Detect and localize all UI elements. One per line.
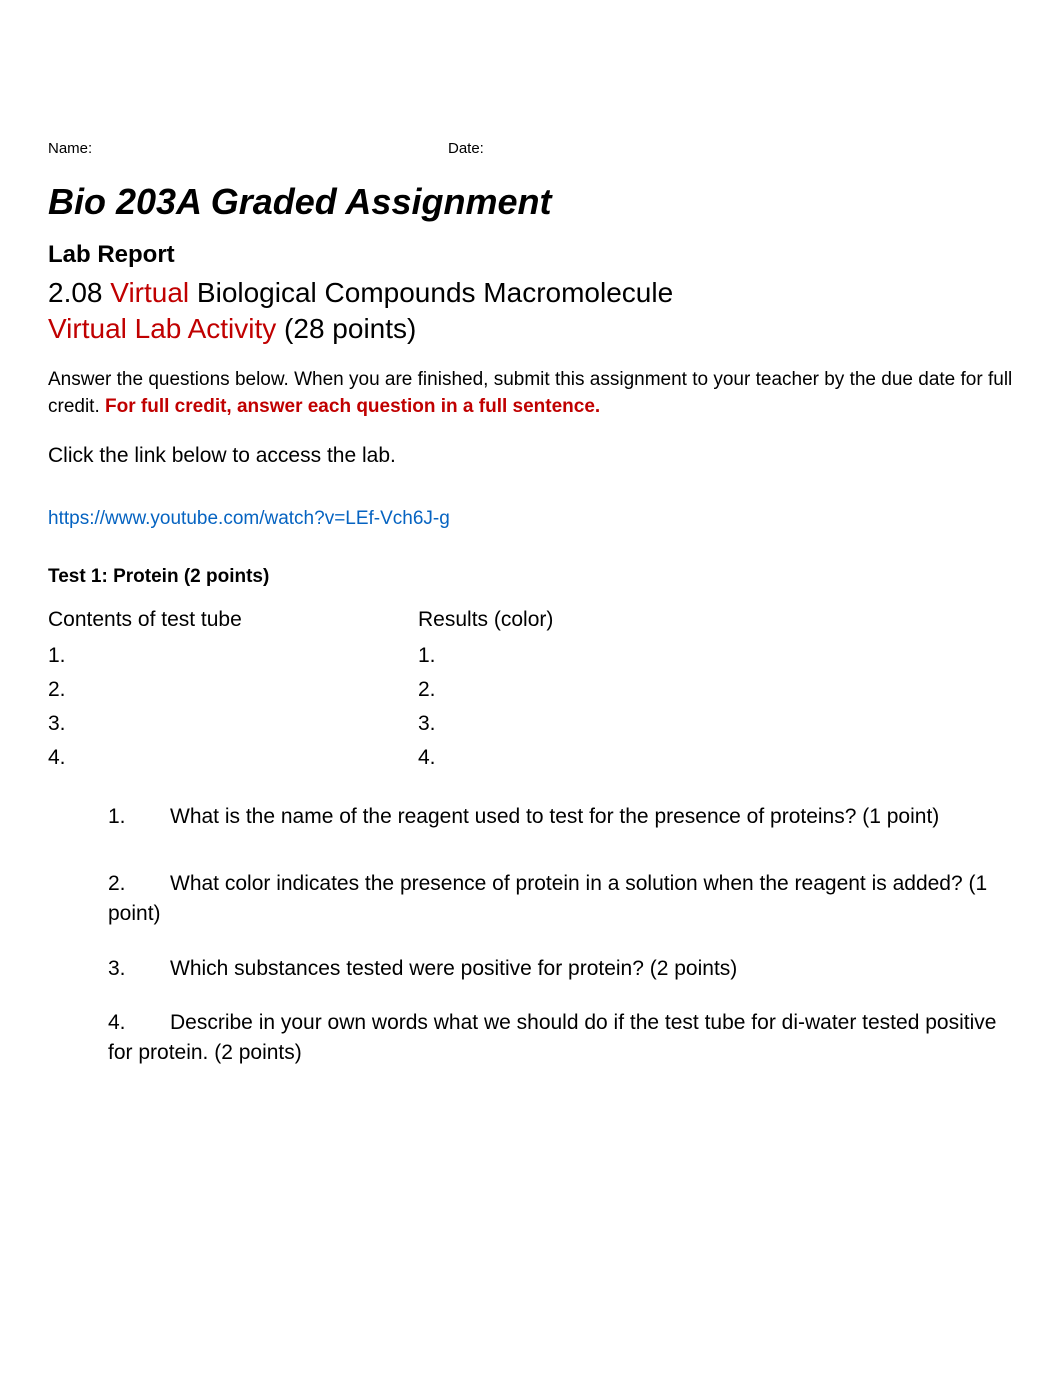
subtitle-virtual-2: Virtual Lab Activity bbox=[48, 313, 276, 344]
question-2: 2.What color indicates the presence of p… bbox=[108, 869, 1014, 930]
page-title: Bio 203A Graded Assignment bbox=[48, 181, 1014, 223]
lab-link[interactable]: https://www.youtube.com/watch?v=LEf-Vch6… bbox=[48, 508, 1014, 530]
col2-header: Results (color) bbox=[418, 608, 828, 632]
date-label: Date: bbox=[448, 140, 484, 157]
instructions-part2: For full credit, answer each question in… bbox=[105, 396, 600, 417]
cell-results-1: 1. bbox=[418, 644, 828, 668]
cell-contents-2: 2. bbox=[48, 678, 418, 702]
q2-num: 2. bbox=[108, 869, 170, 899]
subtitle-virtual-1: Virtual bbox=[110, 277, 189, 308]
cell-contents-1: 1. bbox=[48, 644, 418, 668]
q4-text: Describe in your own words what we shoul… bbox=[108, 1011, 996, 1064]
test1-table: Contents of test tube Results (color) 1.… bbox=[48, 608, 828, 770]
table-row: 3. 3. bbox=[48, 712, 828, 736]
cell-contents-3: 3. bbox=[48, 712, 418, 736]
table-row: 4. 4. bbox=[48, 746, 828, 770]
q1-num: 1. bbox=[108, 802, 170, 832]
question-3: 3.Which substances tested were positive … bbox=[108, 954, 1014, 984]
header-row: Name: Date: bbox=[48, 140, 1014, 157]
table-header-row: Contents of test tube Results (color) bbox=[48, 608, 828, 632]
cell-results-3: 3. bbox=[418, 712, 828, 736]
subtitle-line-1: 2.08 Virtual Biological Compounds Macrom… bbox=[48, 277, 1014, 309]
subtitle-line-2: Virtual Lab Activity (28 points) bbox=[48, 313, 1014, 345]
test1-heading: Test 1: Protein (2 points) bbox=[48, 566, 1014, 588]
q2-text: What color indicates the presence of pro… bbox=[108, 872, 987, 925]
question-1: 1.What is the name of the reagent used t… bbox=[108, 802, 1014, 832]
cell-results-4: 4. bbox=[418, 746, 828, 770]
subtitle-suffix-1: Biological Compounds Macromolecule bbox=[189, 277, 673, 308]
q1-text: What is the name of the reagent used to … bbox=[170, 805, 939, 828]
q3-num: 3. bbox=[108, 954, 170, 984]
instructions-text: Answer the questions below. When you are… bbox=[48, 367, 1014, 420]
col1-header: Contents of test tube bbox=[48, 608, 418, 632]
subtitle-suffix-2: (28 points) bbox=[276, 313, 416, 344]
name-label: Name: bbox=[48, 140, 448, 157]
question-4: 4.Describe in your own words what we sho… bbox=[108, 1008, 1014, 1069]
cell-contents-4: 4. bbox=[48, 746, 418, 770]
lab-report-heading: Lab Report bbox=[48, 241, 1014, 269]
click-link-text: Click the link below to access the lab. bbox=[48, 444, 1014, 468]
subtitle-prefix: 2.08 bbox=[48, 277, 110, 308]
table-row: 2. 2. bbox=[48, 678, 828, 702]
q3-text: Which substances tested were positive fo… bbox=[170, 957, 737, 980]
q4-num: 4. bbox=[108, 1008, 170, 1038]
table-row: 1. 1. bbox=[48, 644, 828, 668]
cell-results-2: 2. bbox=[418, 678, 828, 702]
